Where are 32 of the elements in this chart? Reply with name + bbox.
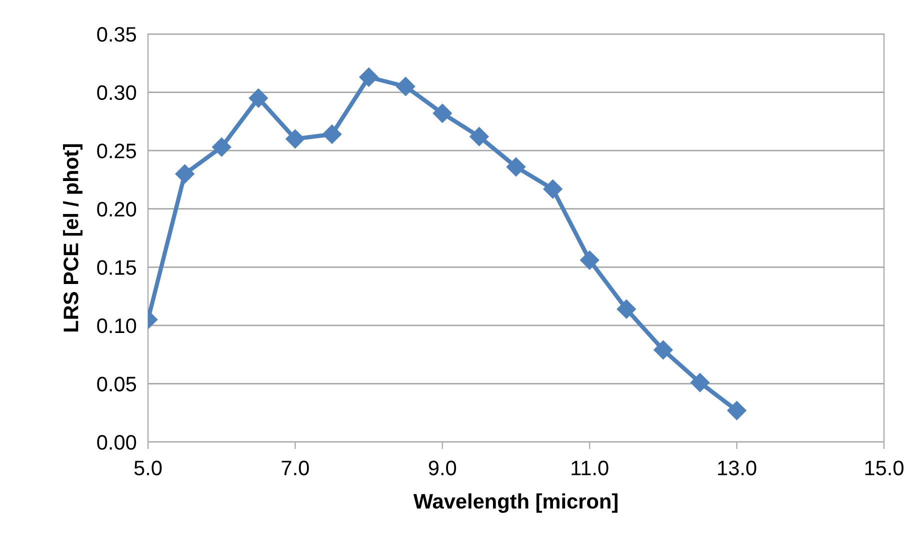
point (543, 180, 562, 199)
y-axis-title: LRS PCE [el / phot] (63, 144, 82, 332)
point (212, 138, 232, 157)
y-tick-label: 0.20 (97, 202, 136, 217)
y-tick-label: 0.25 (97, 144, 136, 158)
point (322, 124, 342, 144)
point (616, 300, 636, 319)
x-tick-label: 9.0 (428, 460, 456, 476)
x-tick-label: 15.0 (865, 460, 904, 476)
point (470, 127, 489, 146)
y-tick-label: 0.15 (97, 260, 136, 275)
point (727, 400, 746, 420)
point (506, 157, 526, 176)
x-tick-label: 7.0 (282, 460, 309, 476)
y-tick-label: 0.35 (97, 27, 136, 42)
x-tick-label: 5.0 (134, 460, 162, 476)
point (396, 76, 416, 96)
point (248, 88, 268, 108)
point (654, 340, 673, 360)
y-tick-label: 0.30 (97, 85, 136, 100)
point (580, 250, 600, 270)
y-tick-label: 0.00 (97, 435, 136, 450)
point (286, 129, 305, 148)
y-tick-label: 0.10 (97, 318, 136, 334)
x-tick-label: 13.0 (718, 460, 756, 476)
point (359, 68, 378, 87)
x-axis-title: Wavelength [micron] (413, 493, 618, 513)
x-tick-label: 11.0 (572, 460, 608, 476)
y-tick-label: 0.05 (97, 376, 136, 392)
point (175, 164, 194, 184)
point (432, 104, 452, 123)
point (690, 373, 710, 392)
